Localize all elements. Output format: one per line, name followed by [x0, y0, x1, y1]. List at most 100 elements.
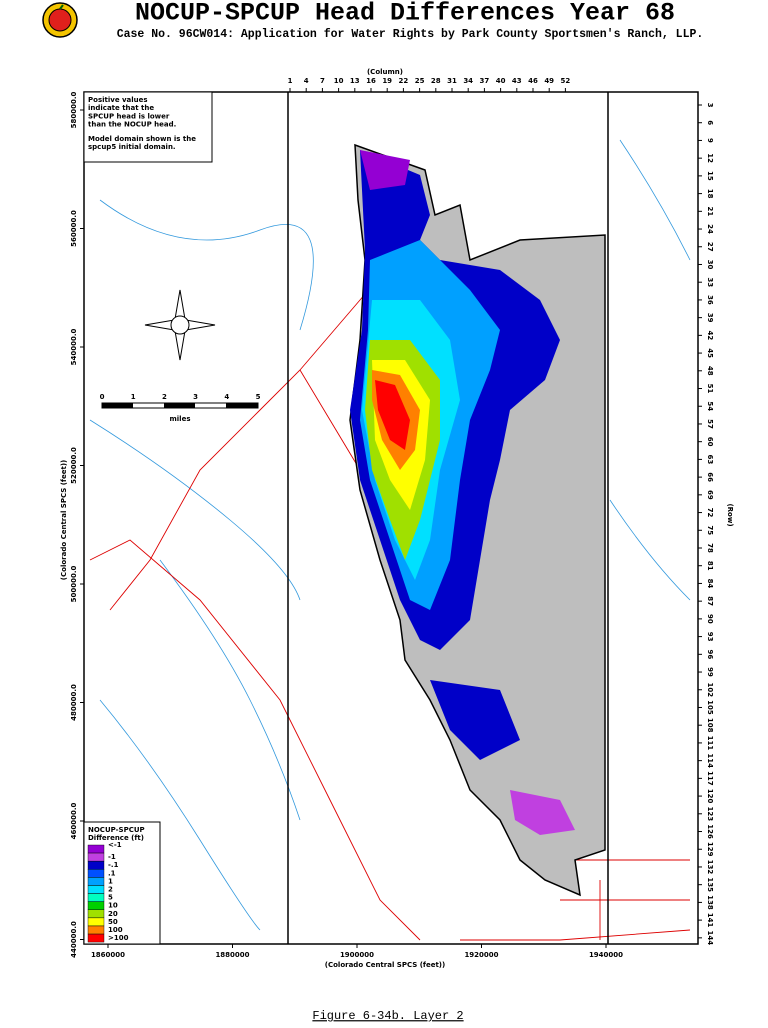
column-tick-label: 22 — [399, 77, 409, 85]
row-tick-label: 102 — [706, 682, 714, 697]
northing-tick-label: 520000.0 — [70, 447, 78, 484]
row-tick-label: 36 — [706, 295, 714, 305]
column-tick-label: 25 — [415, 77, 425, 85]
note-line: Positive values — [88, 96, 148, 104]
legend-label: 50 — [108, 918, 118, 926]
row-tick-label: 21 — [706, 206, 714, 216]
column-tick-label: 4 — [304, 77, 309, 85]
legend-swatch — [87, 869, 105, 878]
column-tick-label: 13 — [350, 77, 360, 85]
legend-swatch — [87, 877, 105, 886]
row-tick-label: 72 — [706, 508, 714, 518]
legend-label: 100 — [108, 926, 123, 934]
scale-unit: miles — [169, 415, 190, 423]
scale-tick-label: 3 — [193, 393, 198, 401]
note — [83, 91, 213, 163]
note-line: Model domain shown is the — [88, 135, 196, 143]
scale-tick-label: 2 — [162, 393, 167, 401]
row-tick-label: 87 — [706, 596, 714, 606]
legend-label: .1 — [108, 869, 116, 877]
row-tick-label: 12 — [706, 153, 714, 163]
column-tick-label: 34 — [463, 77, 473, 85]
row-tick-label: 33 — [706, 277, 714, 287]
row-tick-label: 141 — [706, 913, 714, 928]
column-tick-label: 7 — [320, 77, 325, 85]
row-tick-label: 24 — [706, 224, 714, 234]
legend-swatch — [87, 917, 105, 927]
row-tick-label: 108 — [706, 718, 714, 733]
column-tick-label: 10 — [334, 77, 344, 85]
legend-swatch — [87, 925, 105, 935]
note-line: indicate that the — [88, 104, 154, 112]
note-line: SPCUP head is lower — [88, 112, 170, 120]
legend-swatch — [87, 893, 105, 902]
easting-tick-label: 1940000 — [589, 951, 623, 959]
row-tick-label: 117 — [706, 771, 714, 786]
legend-label: -1 — [108, 853, 116, 861]
row-tick-label: 39 — [706, 313, 714, 323]
column-tick-label: 40 — [496, 77, 506, 85]
row-tick-label: 99 — [706, 667, 714, 677]
row-tick-label: 9 — [706, 138, 714, 143]
legend-swatch — [87, 901, 105, 910]
row-tick-label: 45 — [706, 348, 714, 358]
column-tick-label: 49 — [544, 77, 554, 85]
row-tick-label: 69 — [706, 490, 714, 500]
row-tick-label: 3 — [706, 103, 714, 108]
legend-label: <-1 — [108, 841, 122, 849]
row-tick-label: 18 — [706, 189, 714, 199]
legend-label: 1 — [108, 877, 113, 885]
column-tick-label: 16 — [366, 77, 376, 85]
row-tick-label: 144 — [706, 931, 714, 946]
legend-label: 2 — [108, 886, 113, 894]
row-tick-label: 66 — [706, 472, 714, 482]
row-tick-label: 93 — [706, 632, 714, 642]
legend-swatch — [87, 933, 105, 943]
legend-title: NOCUP-SPCUP — [88, 826, 145, 834]
column-tick-label: 28 — [431, 77, 441, 85]
row-tick-label: 15 — [706, 171, 714, 181]
legend-label: 10 — [108, 902, 118, 910]
legend-swatch — [87, 852, 105, 862]
legend-label: 5 — [108, 894, 113, 902]
title: NOCUP-SPCUP Head Differences Year 68 — [135, 0, 675, 28]
row-tick-label: 123 — [706, 806, 714, 821]
northing-tick-label: 480000.0 — [70, 684, 78, 721]
column-tick-label: 43 — [512, 77, 522, 85]
column-tick-label: 52 — [561, 77, 571, 85]
note-line: spcup5 initial domain. — [88, 143, 176, 151]
row-tick-label: 105 — [706, 700, 714, 715]
legend-label: 20 — [108, 910, 118, 918]
row-tick-label: 54 — [706, 401, 714, 411]
legend-swatch — [87, 909, 105, 918]
note-line: than the NOCUP head. — [88, 121, 176, 129]
row-tick-label: 138 — [706, 895, 714, 910]
row-tick-label: 120 — [706, 789, 714, 804]
easting-tick-label: 1920000 — [464, 951, 498, 959]
row-tick-label: 96 — [706, 649, 714, 659]
row-tick-label: 30 — [706, 260, 714, 270]
column-tick-label: 1 — [288, 77, 293, 85]
legend-swatch — [87, 885, 105, 894]
easting-axis-label: (Colorado Central SPCS (feet)) — [325, 961, 445, 969]
northing-axis-label: (Colorado Central SPCS (feet)) — [60, 460, 68, 580]
column-tick-label: 46 — [528, 77, 538, 85]
row-tick-label: 135 — [706, 877, 714, 892]
row-tick-label: 60 — [706, 437, 714, 447]
row-tick-label: 129 — [706, 842, 714, 857]
row-tick-label: 90 — [706, 614, 714, 624]
subtitle: Case No. 96CW014: Application for Water … — [117, 28, 704, 41]
scale-tick-label: 4 — [224, 393, 229, 401]
row-tick-label: 75 — [706, 525, 714, 535]
logo — [42, 2, 78, 38]
scale-tick-label: 0 — [100, 393, 105, 401]
easting-tick-label: 1880000 — [215, 951, 249, 959]
row-tick-label: 63 — [706, 455, 714, 465]
row-tick-label: 81 — [706, 561, 714, 571]
map — [83, 91, 699, 945]
scale-tick-label: 5 — [256, 393, 261, 401]
column-tick-label: 37 — [480, 77, 490, 85]
legend-subtitle: Difference (ft) — [88, 834, 144, 842]
